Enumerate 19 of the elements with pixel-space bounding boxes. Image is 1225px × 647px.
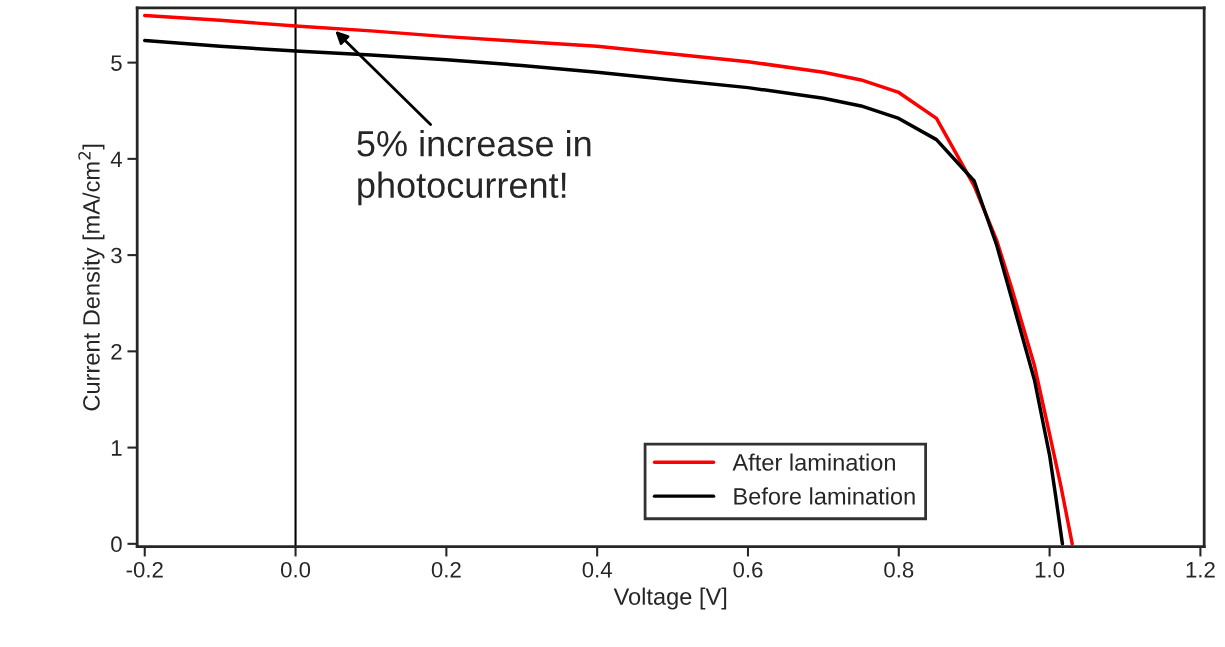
x-tick-label: 0.8 (884, 561, 914, 578)
y-tick-label: 2 (111, 343, 122, 360)
x-tick-label: 0.2 (431, 561, 461, 578)
legend-label: Before lamination (734, 487, 915, 505)
y-tick-label: 1 (111, 440, 122, 456)
y-axis-title: Current Density [mA/cm$^{2}$] (78, 144, 105, 411)
legend-label: After lamination (732, 453, 895, 471)
x-tick-label: 0.0 (280, 561, 311, 578)
x-tick-label: 1.2 (1186, 561, 1215, 578)
y-tick-label: 5 (111, 55, 122, 71)
y-tick-label: 3 (111, 247, 122, 264)
annotation: 5% increase in photocurrent! (357, 129, 591, 206)
x-tick-label: 1.0 (1035, 561, 1065, 578)
x-tick-label: 0.6 (733, 561, 763, 578)
y-tick-label: 4 (110, 151, 122, 167)
x-axis-title: Voltage [V] (613, 587, 727, 610)
x-tick-label: 0.4 (582, 561, 612, 578)
x-tick-label: -0.2 (126, 561, 163, 578)
y-tick-label: 0 (111, 536, 122, 553)
